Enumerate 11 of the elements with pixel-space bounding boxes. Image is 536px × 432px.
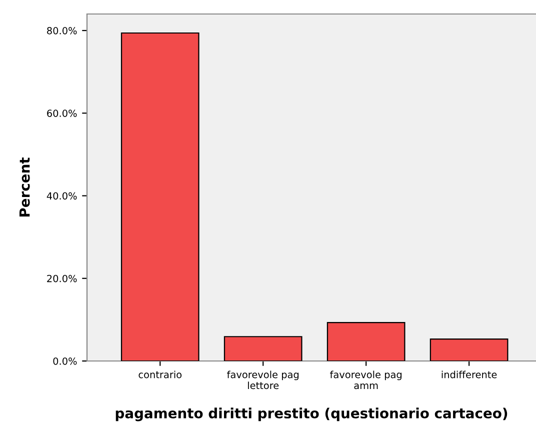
y-tick-label: 0.0% [53,357,77,365]
x-tick-label: indifferente [442,370,497,378]
x-tick-label: contrario [138,370,182,378]
x-tick-label: favorevole pag lettore [227,370,299,390]
y-tick-label: 60.0% [47,110,77,117]
y-tick-label: 20.0% [47,274,77,282]
x-axis-title: pagamento diritti prestito (questionario cartaceo) [116,408,508,422]
y-tick-label: 80.0% [47,27,77,34]
y-axis-title: Percent [19,158,30,217]
y-tick-label: 40.0% [46,192,77,200]
x-tick-label: favorevole pag amm [330,370,402,390]
